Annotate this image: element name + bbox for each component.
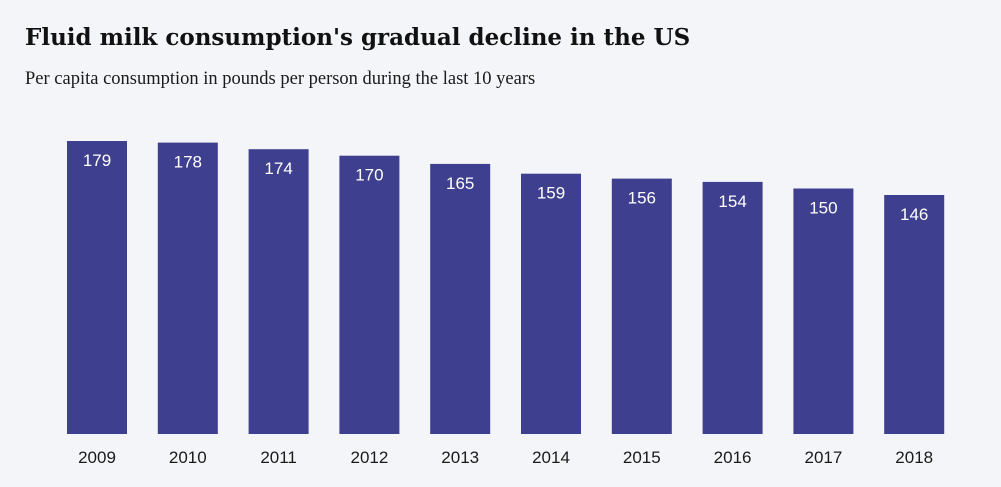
bar-value-label-2011: 174	[264, 159, 292, 178]
bar-value-label-2010: 178	[174, 153, 202, 172]
bar-value-label-2017: 150	[809, 199, 837, 218]
bar-value-label-2013: 165	[446, 174, 474, 193]
x-tick-label-2009: 2009	[78, 448, 116, 467]
chart-subtitle: Per capita consumption in pounds per per…	[25, 69, 536, 89]
bar-2014	[521, 173, 581, 434]
bar-value-label-2016: 154	[718, 192, 746, 211]
x-tick-label-2012: 2012	[350, 448, 388, 467]
bar-value-label-2009: 179	[83, 151, 111, 170]
x-tick-label-2011: 2011	[260, 448, 297, 467]
x-tick-label-2013: 2013	[441, 448, 479, 467]
bar-2015	[611, 178, 672, 434]
bar-2010	[157, 142, 218, 434]
bar-2011	[248, 149, 309, 434]
bars-layer	[67, 141, 945, 434]
chart-title: Fluid milk consumption's gradual decline…	[25, 24, 691, 51]
bar-value-label-2015: 156	[628, 189, 656, 208]
x-axis-tick-labels: 2009 2010 2011 2012 2013 2014 2015 2016 2017 2018	[78, 448, 933, 467]
bar-value-label-2014: 159	[537, 184, 565, 203]
x-tick-label-2016: 2016	[714, 448, 752, 467]
x-tick-label-2017: 2017	[804, 448, 842, 467]
x-tick-label-2014: 2014	[532, 448, 570, 467]
bar-2018	[884, 195, 945, 434]
bar-2009	[67, 141, 127, 434]
x-tick-label-2015: 2015	[623, 448, 661, 467]
bar-2013	[430, 163, 491, 434]
bar-2012	[339, 155, 400, 434]
x-tick-label-2010: 2010	[169, 448, 207, 467]
x-tick-label-2018: 2018	[895, 448, 933, 467]
bar-value-label-2012: 170	[355, 166, 383, 185]
bar-2016	[702, 181, 763, 434]
bar-value-label-2018: 146	[900, 205, 928, 224]
bar-2017	[793, 188, 854, 434]
data-labels-layer: 179 178 174 170 165 159 156 154 150 146	[83, 151, 929, 224]
